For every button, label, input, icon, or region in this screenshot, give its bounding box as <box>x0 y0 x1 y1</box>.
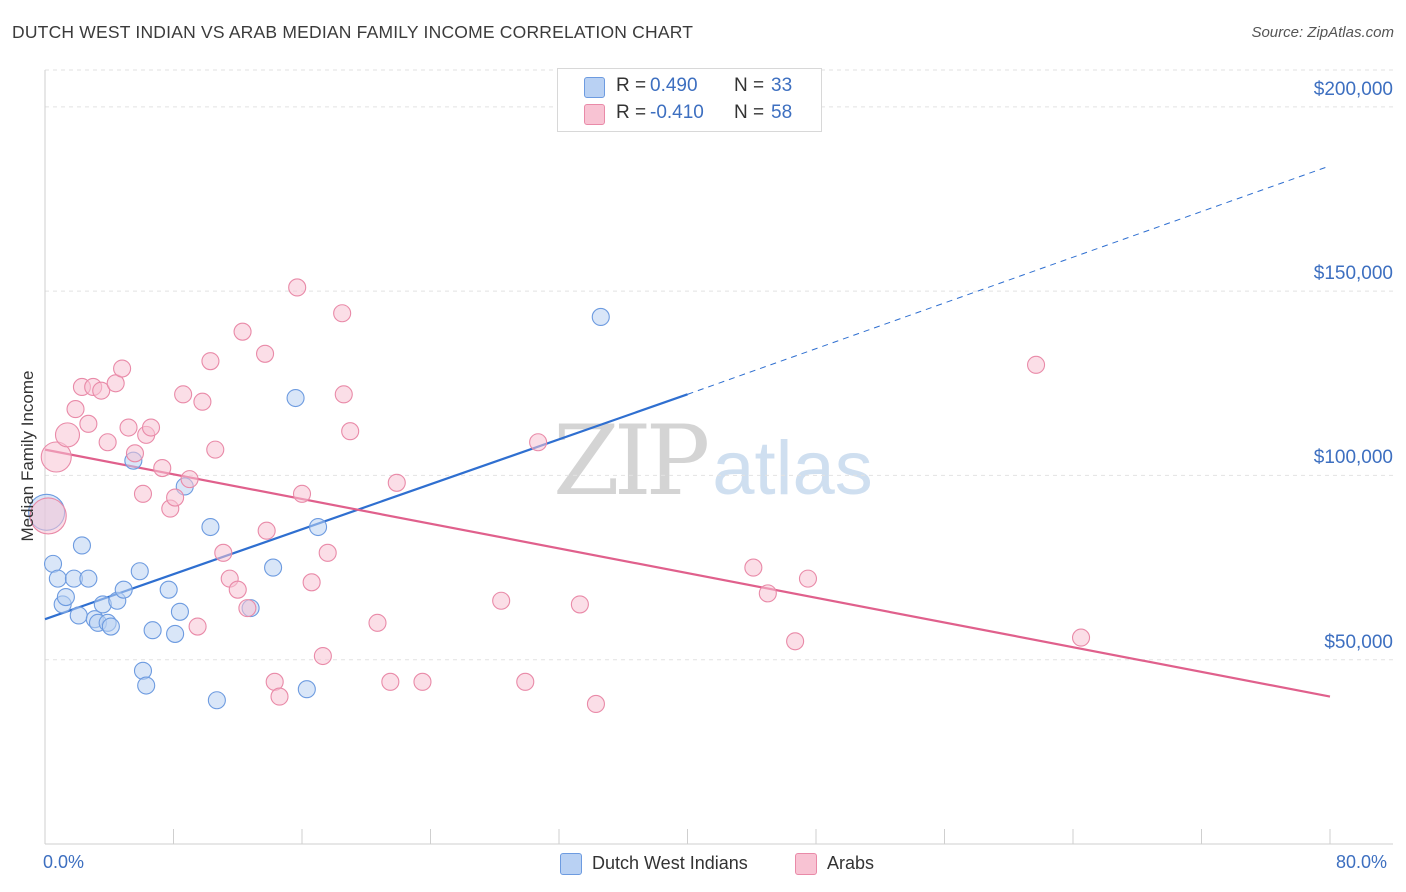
data-point-pink <box>368 613 387 632</box>
y-axis-title: Median Family Income <box>18 370 37 542</box>
x-tick-label-min: 0.0% <box>43 852 85 872</box>
y-tick-label: $100,000 <box>1313 447 1393 469</box>
data-point-pink <box>256 344 275 363</box>
data-point-pink <box>334 385 353 404</box>
data-point-blue <box>133 661 153 680</box>
data-points <box>28 278 1091 713</box>
data-point-pink <box>113 359 132 378</box>
n-value: 58 <box>771 102 793 123</box>
trend-line-pink <box>44 448 1331 698</box>
data-point-pink <box>341 422 360 441</box>
n-value: 33 <box>771 75 793 96</box>
data-point-pink <box>188 617 207 636</box>
data-point-pink <box>29 497 67 535</box>
data-point-pink <box>270 687 289 706</box>
data-point-pink <box>413 672 432 691</box>
data-point-pink <box>570 595 589 614</box>
axes <box>44 70 1393 845</box>
data-point-blue <box>309 517 328 537</box>
data-point-blue <box>201 517 220 537</box>
data-point-pink <box>492 591 511 610</box>
data-point-pink <box>1071 628 1091 647</box>
y-tick-label: $200,000 <box>1313 78 1393 100</box>
data-point-pink <box>313 646 332 666</box>
data-point-pink <box>786 632 805 651</box>
data-point-blue <box>69 606 88 625</box>
data-point-pink <box>257 521 276 540</box>
data-point-pink <box>79 414 98 433</box>
data-point-blue <box>286 388 305 408</box>
data-point-pink <box>381 672 400 691</box>
r-value: 0.490 <box>650 75 698 96</box>
data-point-pink <box>516 672 535 691</box>
data-point-pink <box>141 418 161 437</box>
data-point-pink <box>758 584 777 603</box>
data-point-pink <box>119 418 138 437</box>
data-point-blue <box>130 562 149 581</box>
data-point-pink <box>387 473 406 492</box>
data-point-blue <box>79 569 98 588</box>
data-point-pink <box>133 484 153 503</box>
data-point-pink <box>174 385 193 404</box>
data-point-pink <box>214 543 233 562</box>
data-point-pink <box>201 352 220 371</box>
data-point-pink <box>180 470 199 489</box>
data-point-pink <box>333 304 352 323</box>
data-point-pink <box>288 278 307 297</box>
data-point-pink <box>125 444 144 463</box>
x-tick-label-max: 80.0% <box>1336 852 1388 872</box>
data-point-pink <box>98 433 117 452</box>
data-point-blue <box>297 680 316 699</box>
y-tick-label: $50,000 <box>1324 631 1393 653</box>
data-point-pink <box>193 392 212 411</box>
trend-lines <box>44 165 1331 698</box>
gridlines <box>45 69 1395 661</box>
data-point-pink <box>233 322 252 341</box>
data-point-pink <box>238 599 257 618</box>
data-point-pink <box>153 459 172 478</box>
data-point-pink <box>66 400 85 419</box>
data-point-blue <box>48 569 67 588</box>
trend-line-extension <box>687 165 1331 395</box>
data-point-blue <box>207 691 226 710</box>
data-point-pink <box>292 484 312 503</box>
source-label: Source: ZipAtlas.com <box>1251 24 1394 41</box>
data-point-blue <box>591 307 610 326</box>
data-point-pink <box>586 694 605 713</box>
data-point-pink <box>318 543 337 562</box>
stats-legend: R = 0.490 N = 33 R = -0.410 N = 58 <box>557 68 822 132</box>
data-point-pink <box>40 441 72 473</box>
y-tick-label: $150,000 <box>1313 263 1393 285</box>
data-point-blue <box>72 536 91 555</box>
data-point-pink <box>529 433 548 452</box>
r-value: -0.410 <box>650 102 704 123</box>
pink-swatch <box>795 853 817 875</box>
blue-swatch <box>584 77 605 98</box>
data-point-blue <box>56 588 75 607</box>
data-point-pink <box>228 580 247 599</box>
data-point-blue <box>264 558 283 577</box>
pink-swatch <box>584 104 605 125</box>
data-point-pink <box>302 573 321 592</box>
data-point-pink <box>54 422 81 448</box>
data-point-blue <box>159 580 178 599</box>
blue-swatch <box>560 853 582 875</box>
data-point-blue <box>114 580 133 599</box>
data-point-blue <box>166 624 185 643</box>
data-point-blue <box>137 676 156 695</box>
data-point-pink <box>744 558 763 577</box>
trend-line-blue <box>44 393 688 621</box>
data-point-blue <box>143 621 162 640</box>
data-point-pink <box>206 440 225 459</box>
chart-title: DUTCH WEST INDIAN VS ARAB MEDIAN FAMILY … <box>12 22 694 42</box>
data-point-pink <box>798 569 818 588</box>
data-point-pink <box>1027 355 1046 374</box>
data-point-blue <box>101 617 120 636</box>
data-point-pink <box>166 488 185 507</box>
data-point-pink <box>92 381 111 400</box>
data-point-blue <box>170 602 189 621</box>
